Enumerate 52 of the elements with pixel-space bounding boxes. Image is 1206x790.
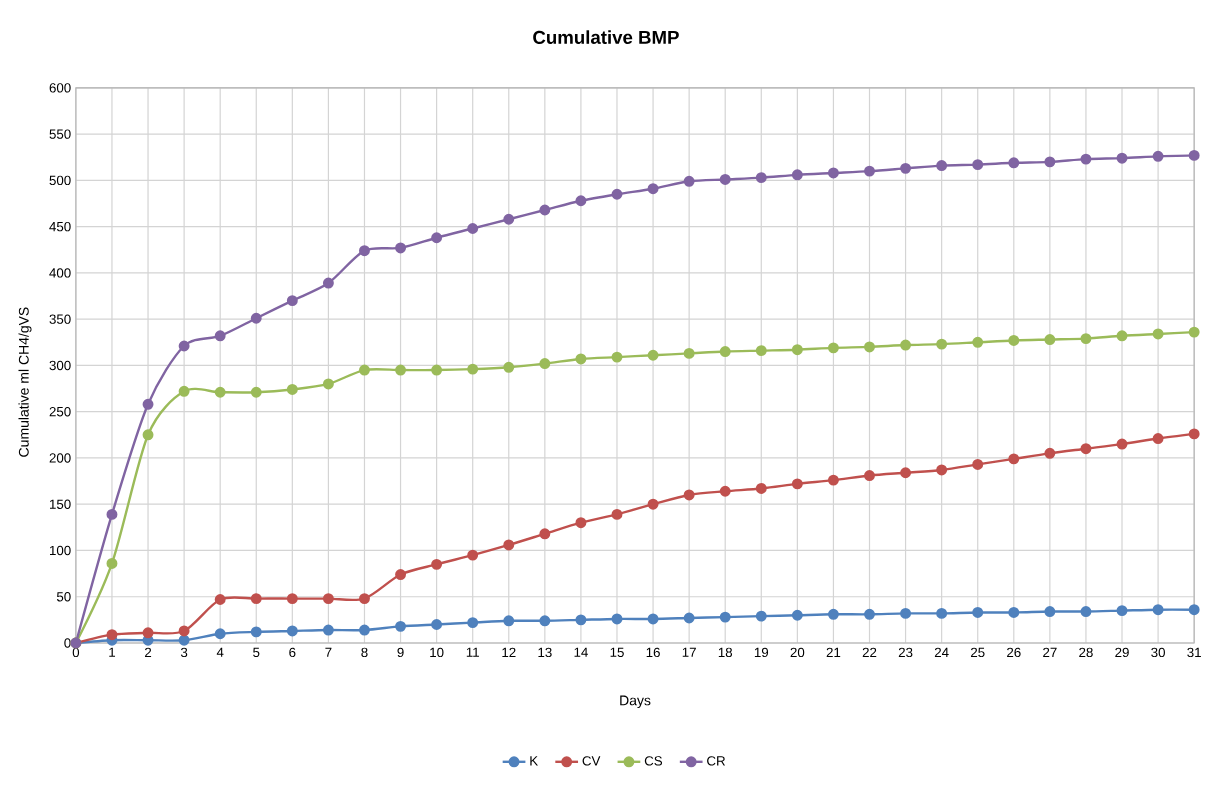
- y-tick-label: 50: [56, 592, 71, 602]
- x-tick-label: 14: [574, 647, 588, 657]
- chart-title: Cumulative BMP: [533, 30, 679, 45]
- x-tick-label: 23: [898, 647, 913, 658]
- y-tick-label: 350: [49, 314, 71, 324]
- x-tick-label: 31: [1187, 647, 1201, 658]
- x-tick-label: 20: [790, 647, 805, 658]
- x-tick-label: 12: [502, 647, 516, 658]
- x-tick-label: 24: [934, 647, 949, 658]
- legend-label: K: [530, 756, 538, 766]
- x-tick-label: 29: [1115, 647, 1129, 658]
- x-tick-label: 1: [109, 647, 116, 657]
- y-tick-label: 100: [50, 545, 71, 556]
- x-tick-label: 10: [430, 647, 444, 658]
- legend-label: CR: [707, 756, 726, 766]
- x-tick-label: 9: [397, 647, 404, 658]
- y-tick-label: 400: [49, 268, 71, 278]
- y-tick-label: 450: [49, 222, 71, 232]
- y-tick-label: 300: [49, 360, 71, 371]
- x-tick-label: 25: [970, 647, 985, 658]
- legend-label: CV: [582, 756, 601, 766]
- x-tick-label: 27: [1043, 647, 1057, 658]
- x-tick-label: 2: [145, 647, 152, 658]
- x-tick-label: 13: [538, 647, 552, 658]
- y-tick-label: 500: [49, 175, 71, 186]
- legend-label: CS: [644, 756, 663, 766]
- x-axis-title: Days: [620, 695, 651, 709]
- x-tick-label: 8: [361, 647, 368, 658]
- x-tick-label: 6: [289, 647, 296, 658]
- y-axis-title: Cumulative ml CH4/gVS: [18, 307, 32, 457]
- x-tick-label: 28: [1079, 647, 1093, 658]
- y-tick-label: 0: [64, 638, 71, 648]
- x-tick-label: 19: [754, 647, 769, 658]
- x-tick-label: 5: [253, 647, 260, 658]
- x-tick-label: 3: [180, 647, 188, 658]
- x-tick-label: 0: [72, 647, 80, 658]
- x-tick-label: 17: [682, 647, 696, 657]
- y-tick-label: 250: [49, 407, 71, 417]
- x-tick-label: 7: [325, 647, 332, 657]
- y-tick-label: 150: [50, 499, 71, 510]
- x-tick-label: 30: [1151, 647, 1165, 658]
- x-tick-label: 16: [646, 647, 660, 658]
- x-tick-label: 4: [216, 647, 224, 657]
- x-tick-label: 18: [718, 647, 733, 658]
- x-tick-label: 11: [466, 647, 479, 657]
- x-tick-label: 26: [1007, 647, 1021, 658]
- y-tick-label: 550: [49, 129, 71, 139]
- x-tick-label: 22: [862, 647, 877, 658]
- y-tick-label: 200: [49, 453, 71, 463]
- x-tick-label: 15: [610, 647, 624, 658]
- x-tick-label: 21: [826, 647, 841, 658]
- y-tick-label: 600: [49, 83, 71, 93]
